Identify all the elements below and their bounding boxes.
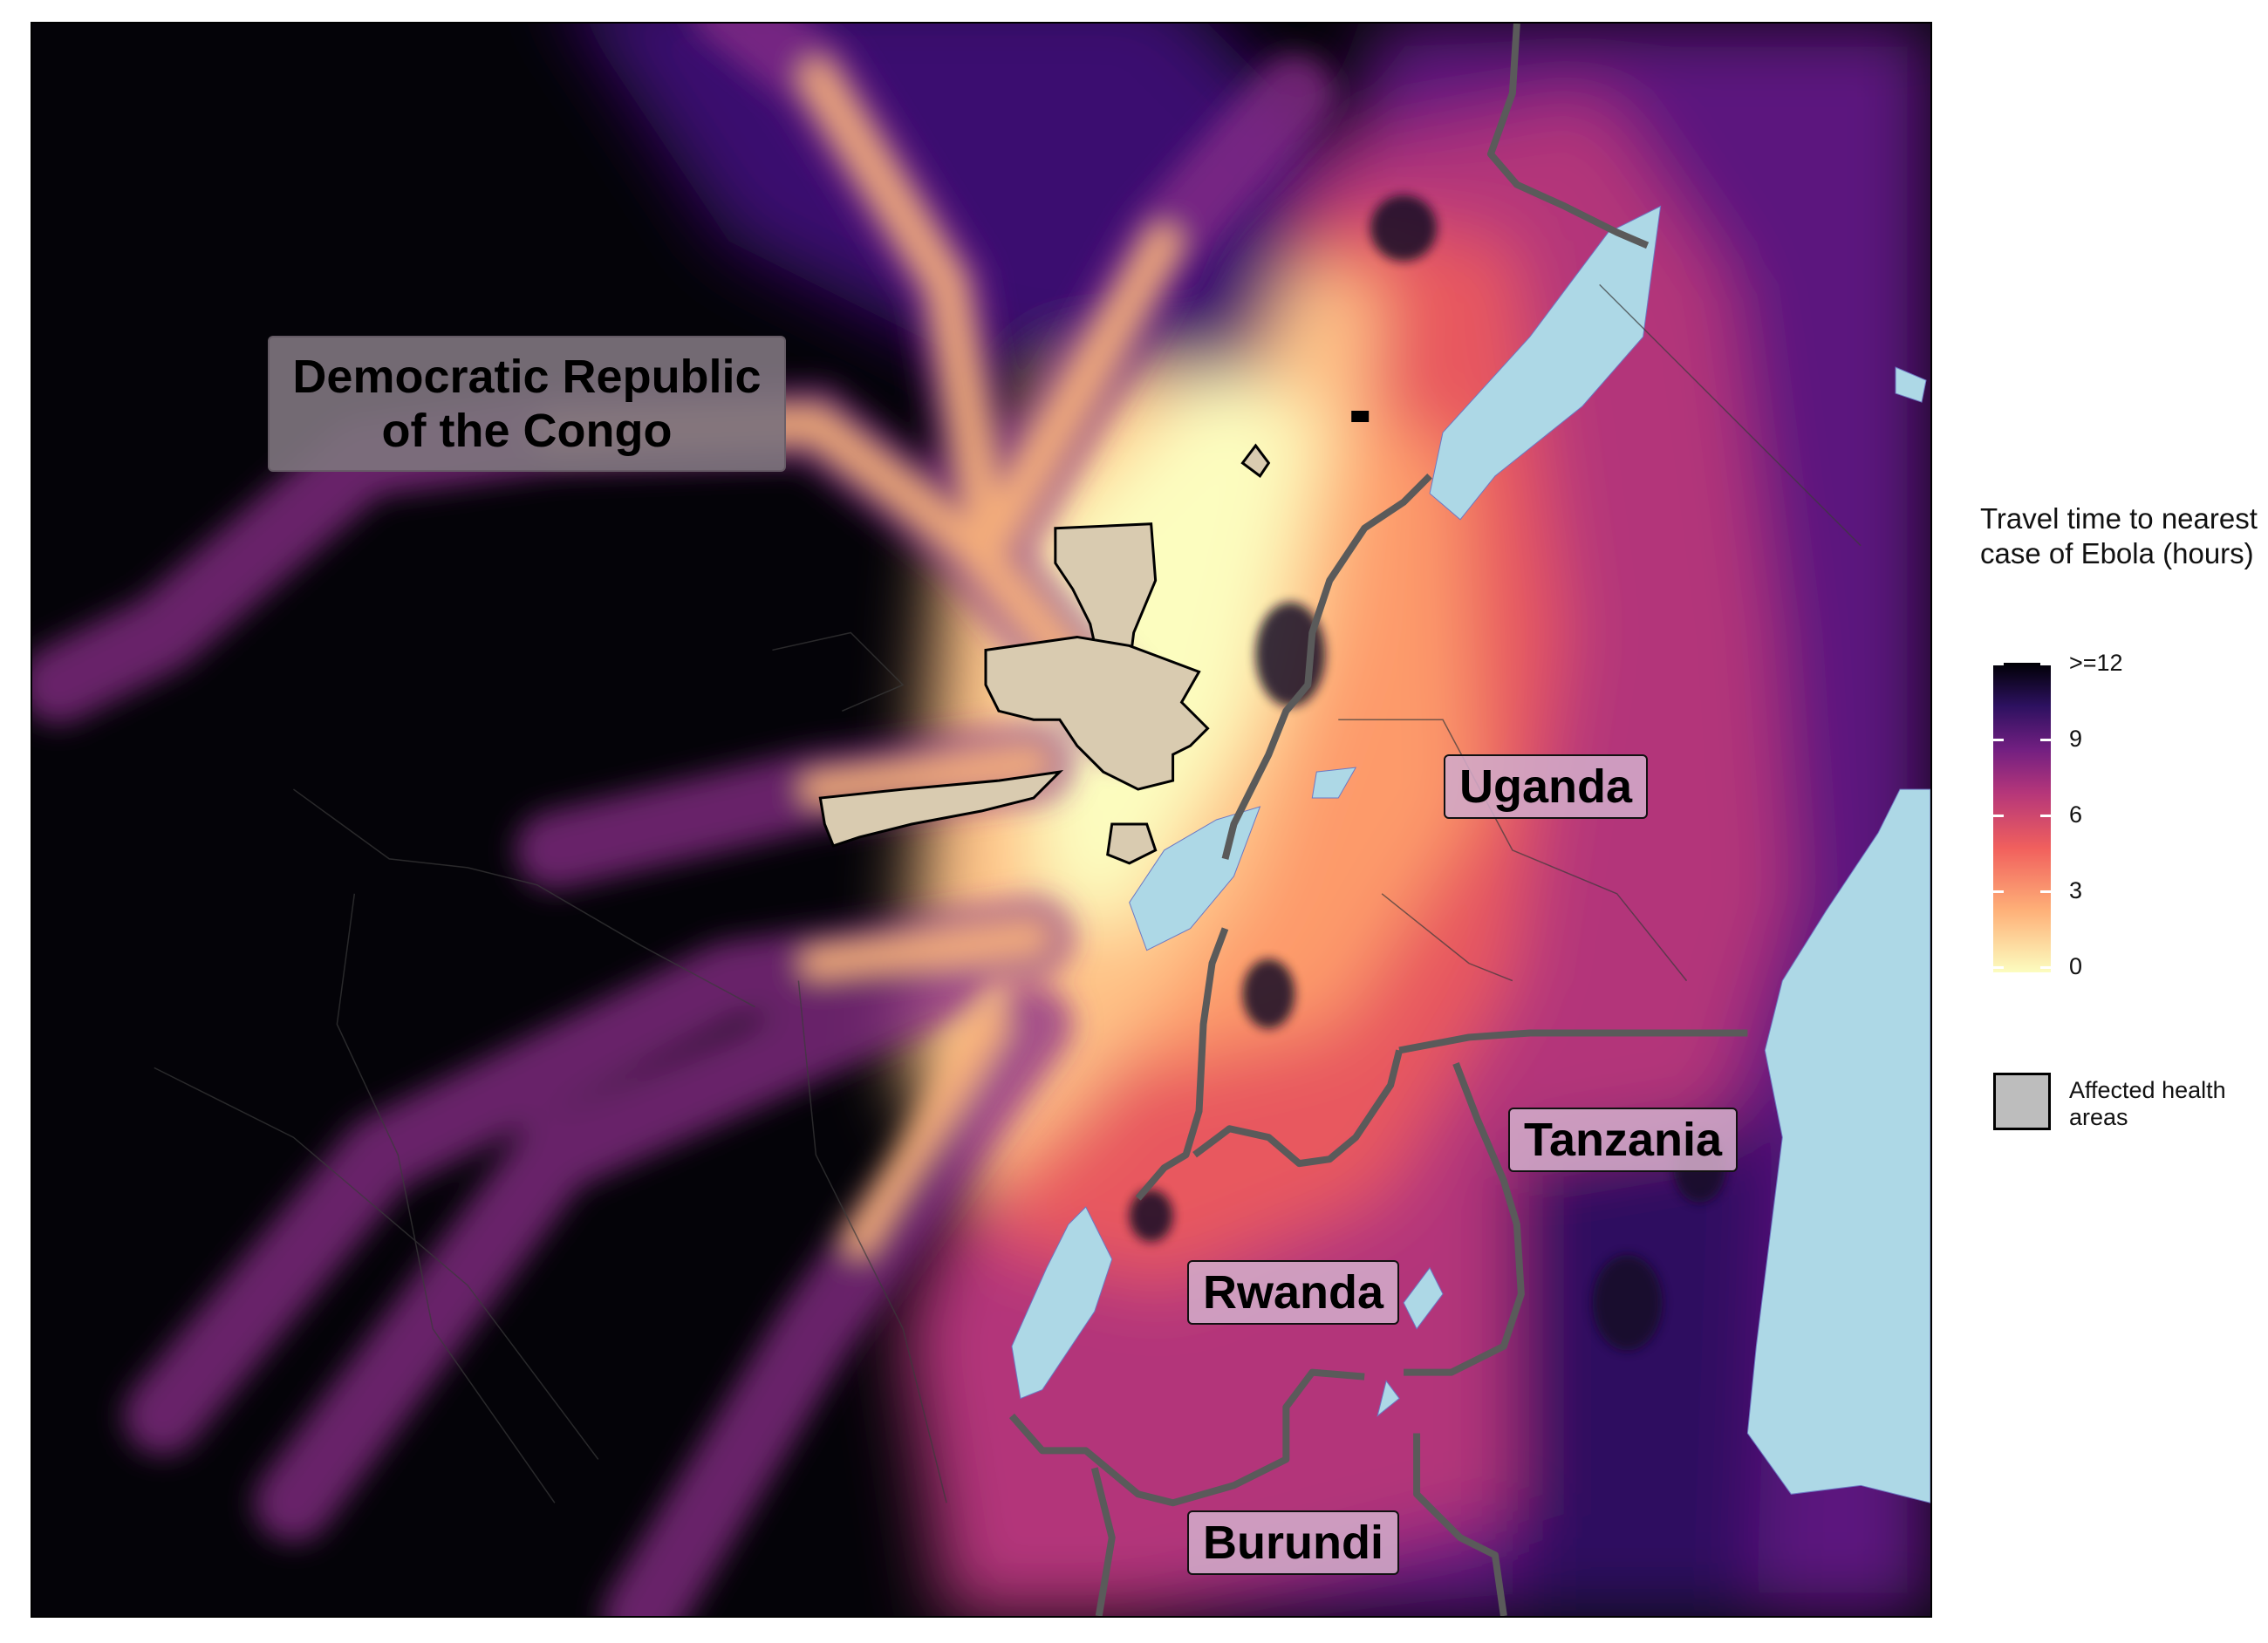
country-label-rwanda: Rwanda xyxy=(1187,1260,1400,1326)
lake-small-2 xyxy=(1377,1380,1400,1417)
affected-areas-swatch xyxy=(1993,1073,2051,1130)
tick-mark xyxy=(2040,890,2051,893)
remote-pockets xyxy=(1129,194,1726,1351)
lake-small-1 xyxy=(1403,1266,1444,1330)
tick-mark xyxy=(2040,663,2051,665)
tick-mark xyxy=(1993,815,2004,817)
affected-area-outlier xyxy=(1351,411,1370,422)
tick-mark xyxy=(2040,815,2051,817)
country-label-burundi: Burundi xyxy=(1187,1510,1399,1576)
affected-area-west xyxy=(818,770,1064,848)
uganda-tanzania-border-east xyxy=(1398,1029,1748,1054)
lake-victoria xyxy=(1746,788,1930,1503)
drc-uganda-border xyxy=(1486,24,1650,249)
color-scale-bar xyxy=(1993,663,2051,972)
tick-mark xyxy=(1993,663,2004,665)
legend-tick-label: 0 xyxy=(2069,953,2083,979)
affected-areas-label: Affected health areas xyxy=(2069,1077,2226,1130)
legend-tick-label: 9 xyxy=(2069,726,2083,752)
tick-mark xyxy=(2040,966,2051,969)
affected-health-areas xyxy=(818,443,1271,865)
drc-uganda-border-south xyxy=(1221,474,1432,860)
legend: Travel time to nearest case of Ebola (ho… xyxy=(1980,501,2268,1130)
legend-tick-label: 6 xyxy=(2069,801,2083,828)
road-corridors xyxy=(32,24,1335,1616)
uganda-tanzania-border xyxy=(1192,1049,1403,1168)
rwanda-tanzania-border xyxy=(1404,1061,1525,1376)
tick-mark xyxy=(2040,739,2051,741)
rwanda-burundi-border xyxy=(1008,1368,1365,1507)
affected-area-central xyxy=(984,635,1210,791)
lake-george xyxy=(1311,767,1357,799)
country-label-tanzania: Tanzania xyxy=(1508,1108,1739,1173)
tick-mark xyxy=(1993,739,2004,741)
tick-mark xyxy=(1993,890,2004,893)
drc-uganda-border-lakes xyxy=(1135,927,1229,1201)
lake-albert xyxy=(1429,205,1662,521)
legend-tick-label: 3 xyxy=(2069,877,2083,903)
country-label-uganda: Uganda xyxy=(1444,754,1649,820)
affected-area-south xyxy=(1106,822,1158,865)
country-label-drc: Democratic Republic of the Congo xyxy=(268,336,786,473)
burundi-west-border xyxy=(1090,1467,1116,1616)
legend-tick-label: >=12 xyxy=(2069,650,2123,676)
lake-small-3 xyxy=(1895,366,1927,403)
legend-title: Travel time to nearest case of Ebola (ho… xyxy=(1980,502,2258,569)
lake-kivu xyxy=(1011,1206,1113,1400)
tick-mark xyxy=(1993,966,2004,969)
admin-boundaries xyxy=(154,283,1862,1503)
travel-time-raster xyxy=(32,24,1930,1616)
lakes xyxy=(1011,205,1930,1503)
country-borders xyxy=(1008,24,1748,1616)
map-panel[interactable]: Democratic Republic of the Congo Uganda … xyxy=(31,22,1932,1618)
burundi-east-border xyxy=(1413,1433,1507,1616)
affected-area-isolated xyxy=(1240,443,1271,479)
